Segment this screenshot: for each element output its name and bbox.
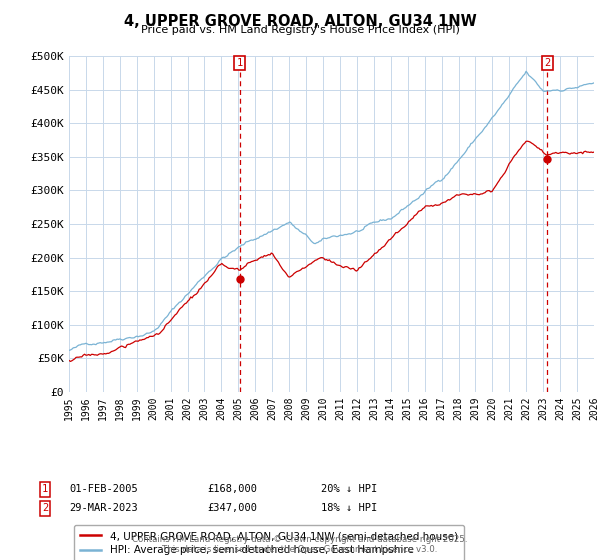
Text: 1: 1 bbox=[236, 58, 243, 68]
Legend: 4, UPPER GROVE ROAD, ALTON, GU34 1NW (semi-detached house), HPI: Average price, : 4, UPPER GROVE ROAD, ALTON, GU34 1NW (se… bbox=[74, 525, 464, 560]
Text: 2: 2 bbox=[42, 503, 48, 514]
Text: 1: 1 bbox=[42, 484, 48, 494]
Text: 20% ↓ HPI: 20% ↓ HPI bbox=[321, 484, 377, 494]
Text: 01-FEB-2005: 01-FEB-2005 bbox=[69, 484, 138, 494]
Text: 2: 2 bbox=[544, 58, 550, 68]
Text: £347,000: £347,000 bbox=[207, 503, 257, 514]
Text: Price paid vs. HM Land Registry's House Price Index (HPI): Price paid vs. HM Land Registry's House … bbox=[140, 25, 460, 35]
Text: Contains HM Land Registry data © Crown copyright and database right 2025.
This d: Contains HM Land Registry data © Crown c… bbox=[132, 535, 468, 554]
Text: £168,000: £168,000 bbox=[207, 484, 257, 494]
Text: 29-MAR-2023: 29-MAR-2023 bbox=[69, 503, 138, 514]
Text: 18% ↓ HPI: 18% ↓ HPI bbox=[321, 503, 377, 514]
Text: 4, UPPER GROVE ROAD, ALTON, GU34 1NW: 4, UPPER GROVE ROAD, ALTON, GU34 1NW bbox=[124, 14, 476, 29]
